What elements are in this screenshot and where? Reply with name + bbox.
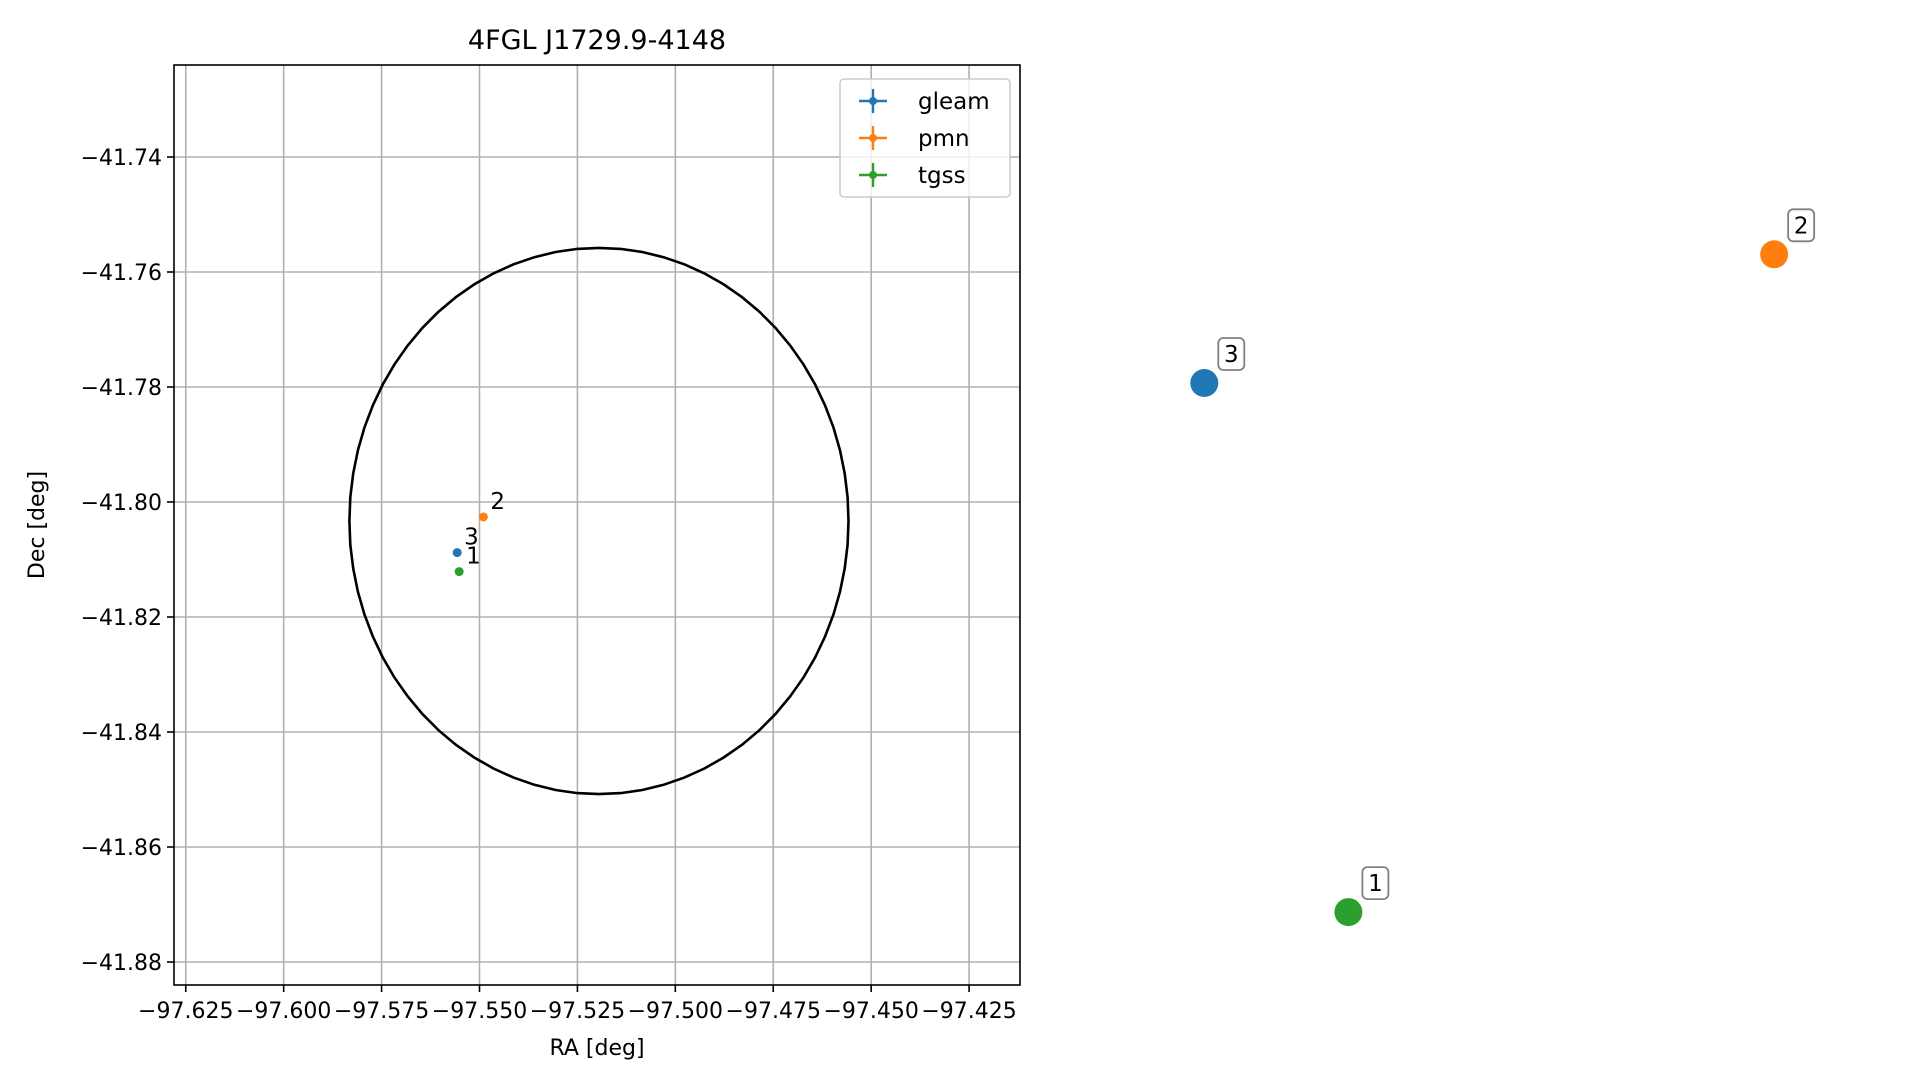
y-tick-label: −41.84 xyxy=(81,721,162,746)
error-circle-layer xyxy=(348,246,850,796)
plot-frame xyxy=(173,64,1021,986)
legend: gleam pmn tgss xyxy=(839,78,1011,198)
x-tick-label: −97.625 xyxy=(138,999,233,1024)
legend-label: gleam xyxy=(918,89,990,115)
y-tick-label: −41.86 xyxy=(81,836,162,861)
callout-label-box xyxy=(1361,866,1390,900)
y-axis-ticks: −41.74 −41.76 −41.78 −41.80 −41.82 −41.84 −41.… xyxy=(81,146,174,976)
grid xyxy=(174,65,1020,985)
gleam-point-label: 3 xyxy=(464,525,479,551)
callout-label-2: 2 xyxy=(1794,213,1809,239)
x-tick-label: −97.550 xyxy=(432,999,527,1024)
x-tick-label: −97.525 xyxy=(530,999,625,1024)
x-tick-label: −97.500 xyxy=(628,999,723,1024)
main-plot: 321 −97.625 −97.600 −97.575 −97.550 −97.525−… xyxy=(25,25,1021,1061)
callout-point-2 xyxy=(1760,240,1789,269)
y-tick-label: −41.88 xyxy=(81,951,162,976)
y-tick-label: −41.80 xyxy=(81,491,162,516)
y-tick-label: −41.78 xyxy=(81,376,162,401)
x-tick-label: −97.450 xyxy=(823,999,918,1024)
x-tick-label: −97.575 xyxy=(334,999,429,1024)
callout-point-1 xyxy=(1334,898,1363,927)
y-tick-label: −41.76 xyxy=(81,261,162,286)
legend-marker-dot xyxy=(869,134,877,142)
x-axis-label: RA [deg] xyxy=(549,1036,644,1061)
gleam-point xyxy=(452,548,462,558)
callout-panel: 3 2 1 xyxy=(1190,208,1816,927)
y-tick-label: −41.82 xyxy=(81,606,162,631)
pmn-point-label: 2 xyxy=(490,489,505,515)
legend-marker-dot xyxy=(869,171,877,179)
legend-marker-dot xyxy=(869,97,877,105)
callout-point-3 xyxy=(1190,369,1219,397)
legend-label: tgss xyxy=(918,163,966,189)
legend-item-gleam: gleam xyxy=(859,89,990,115)
error-circle xyxy=(348,246,850,796)
callout-label-3: 3 xyxy=(1224,342,1239,368)
legend-item-tgss: tgss xyxy=(859,163,966,189)
callout-label-box xyxy=(1787,208,1816,243)
x-tick-label: −97.475 xyxy=(726,999,821,1024)
callout-label-1: 1 xyxy=(1368,871,1383,897)
tgss-point-label: 1 xyxy=(466,544,481,570)
y-tick-label: −41.74 xyxy=(81,146,162,171)
points-layer: 32 1 xyxy=(452,489,505,577)
y-axis-label: Dec [deg] xyxy=(25,471,50,579)
x-tick-label: −97.425 xyxy=(921,999,1016,1024)
chart-title: 4FGL J1729.9-4148 xyxy=(468,25,726,56)
legend-label: pmn xyxy=(918,126,970,152)
tgss-point xyxy=(454,567,464,577)
x-tick-label: −97.600 xyxy=(236,999,331,1024)
x-axis-ticks: −97.625 −97.600 −97.575 −97.550 −97.525 −97.5… xyxy=(138,985,1017,1024)
pmn-point xyxy=(478,512,488,522)
callout-label-box xyxy=(1217,337,1246,371)
legend-item-pmn: pmn xyxy=(859,126,970,152)
legend-box xyxy=(839,78,1011,198)
